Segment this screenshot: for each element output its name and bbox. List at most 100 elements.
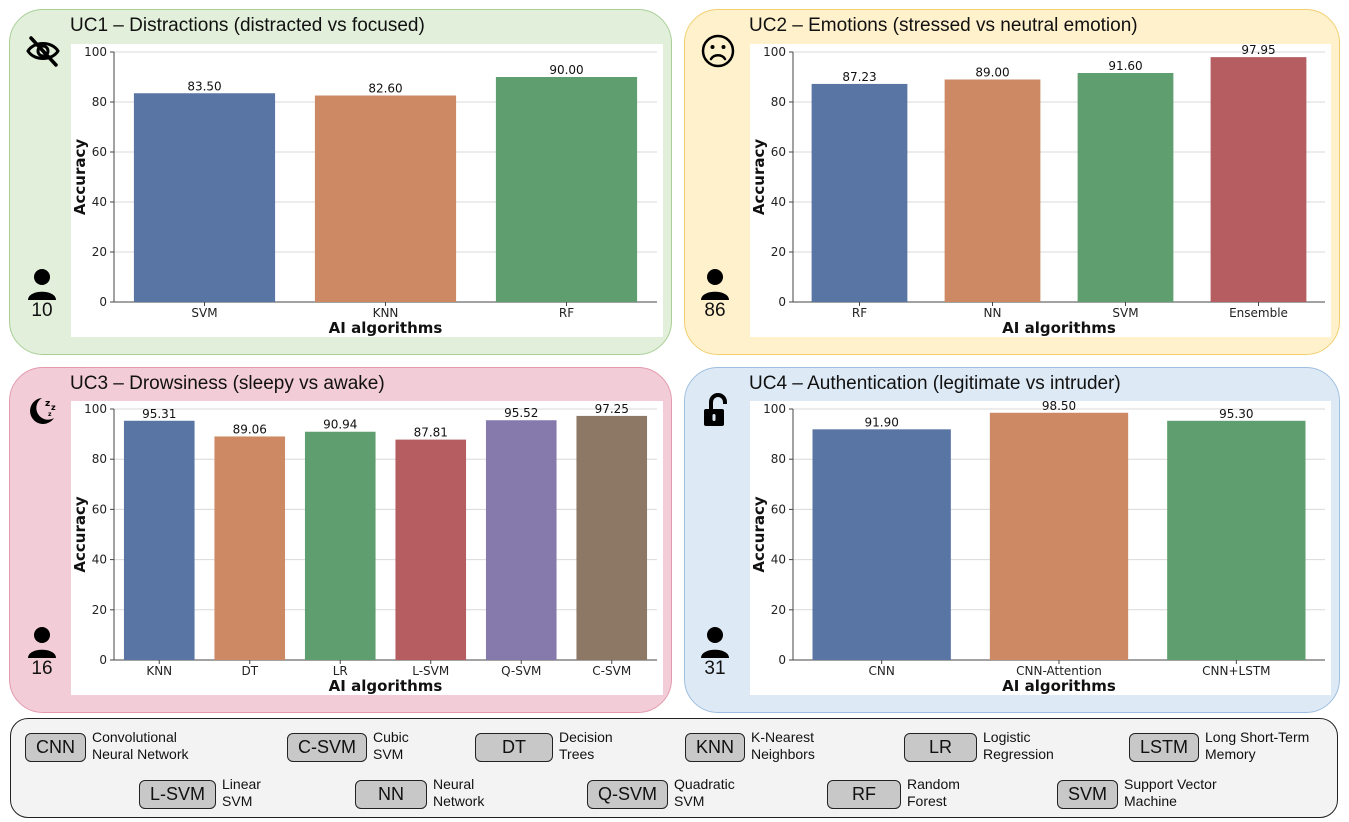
svg-text:z: z	[51, 403, 56, 412]
y-tick-label: 40	[92, 553, 107, 567]
legend-abbr: LSTM	[1129, 733, 1199, 762]
data-label: 90.00	[549, 63, 583, 77]
y-tick-label: 0	[778, 295, 786, 309]
legend-full: Neural Network	[433, 776, 503, 810]
frown-face-icon	[699, 32, 737, 74]
bar	[990, 413, 1128, 660]
x-axis-label: AI algorithms	[329, 677, 443, 695]
legend-abbr: C-SVM	[287, 733, 367, 762]
legend-item: SVM Support Vector Machine	[1057, 780, 1244, 810]
data-label: 89.06	[233, 422, 267, 436]
data-label: 97.25	[595, 402, 629, 416]
panel-title: UC3 – Drowsiness (sleepy vs awake)	[70, 373, 385, 395]
legend-full: Support Vector Machine	[1124, 776, 1244, 810]
y-tick-label: 40	[771, 553, 786, 567]
x-axis-label: AI algorithms	[1002, 319, 1116, 337]
legend-full: Logistic Regression	[983, 729, 1063, 763]
y-tick-label: 80	[771, 95, 786, 109]
x-tick-label: C-SVM	[592, 664, 631, 678]
legend-item: LR Logistic Regression	[904, 733, 1063, 763]
bar	[813, 429, 951, 660]
y-tick-label: 60	[92, 145, 107, 159]
legend-item: DT Decision Trees	[475, 733, 629, 763]
y-tick-label: 0	[778, 653, 786, 667]
data-label: 95.30	[1219, 407, 1253, 421]
legend-full: Long Short-Term Memory	[1205, 729, 1335, 763]
y-tick-label: 20	[771, 603, 786, 617]
bar	[214, 436, 285, 660]
legend-abbr: RF	[827, 780, 901, 809]
panel-uc1: UC1 – Distractions (distracted vs focuse…	[9, 9, 672, 355]
panel-uc4: UC4 – Authentication (legitimate vs intr…	[684, 367, 1340, 713]
panel-title: UC1 – Distractions (distracted vs focuse…	[70, 15, 425, 37]
bar	[1211, 57, 1307, 302]
legend-abbr: SVM	[1057, 780, 1118, 809]
bar	[315, 96, 456, 303]
legend-full: Quadratic SVM	[674, 776, 754, 810]
bar	[812, 84, 908, 302]
legend-full: Decision Trees	[559, 729, 629, 763]
x-tick-label: CNN	[868, 664, 894, 678]
y-tick-label: 40	[771, 195, 786, 209]
legend-full: Random Forest	[907, 776, 977, 810]
x-tick-label: NN	[984, 306, 1002, 320]
legend-full: Linear SVM	[222, 776, 282, 810]
y-tick-label: 20	[92, 603, 107, 617]
data-label: 87.81	[414, 426, 448, 440]
participant-count: 10	[22, 300, 62, 322]
panel-uc2: UC2 – Emotions (stressed vs neutral emot…	[684, 9, 1340, 355]
y-tick-label: 20	[92, 245, 107, 259]
y-tick-label: 60	[92, 502, 107, 516]
x-tick-label: CNN+LSTM	[1202, 664, 1270, 678]
person-icon	[699, 626, 731, 662]
data-label: 97.95	[1241, 44, 1275, 57]
legend-abbr: L-SVM	[139, 780, 216, 809]
legend-abbr: LR	[904, 733, 977, 762]
y-tick-label: 100	[84, 402, 107, 416]
panel-title: UC4 – Authentication (legitimate vs intr…	[749, 373, 1121, 395]
data-label: 90.94	[323, 418, 357, 432]
x-tick-label: L-SVM	[412, 664, 449, 678]
bar	[124, 421, 195, 660]
legend-abbr: NN	[355, 780, 427, 809]
y-axis-label: Accuracy	[750, 496, 768, 572]
legend-full: Cubic SVM	[373, 729, 433, 763]
legend-abbr: KNN	[685, 733, 745, 762]
y-tick-label: 20	[771, 245, 786, 259]
y-axis-label: Accuracy	[750, 139, 768, 215]
y-tick-label: 0	[99, 295, 107, 309]
bar	[395, 440, 466, 660]
participant-count: 86	[695, 300, 735, 322]
data-label: 98.50	[1042, 401, 1076, 413]
chart-uc1: 0 20 40 60 80 100 83.50 SVM 82.60 KNN 90.00 RF AI al…	[71, 44, 663, 337]
x-tick-label: SVM	[1112, 306, 1138, 320]
x-tick-label: Q-SVM	[501, 664, 541, 678]
bar	[134, 93, 275, 302]
participant-count: 31	[695, 658, 735, 680]
person-icon	[26, 268, 58, 304]
y-axis-label: Accuracy	[71, 139, 89, 215]
legend-abbr: Q-SVM	[587, 780, 668, 809]
legend-item: CNN Convolutional Neural Network	[25, 733, 212, 763]
legend-abbr: CNN	[25, 733, 86, 762]
bar	[305, 432, 376, 660]
x-axis-label: AI algorithms	[329, 319, 443, 337]
data-label: 83.50	[187, 79, 221, 93]
x-tick-label: RF	[559, 306, 574, 320]
bar	[1167, 421, 1305, 660]
bar	[576, 416, 647, 660]
y-tick-label: 100	[763, 45, 786, 59]
abbreviation-legend: CNN Convolutional Neural Network C-SVM C…	[10, 718, 1338, 818]
legend-full: Convolutional Neural Network	[92, 729, 212, 763]
legend-item: KNN K-Nearest Neighbors	[685, 733, 841, 763]
chart-uc3: 0 20 40 60 80 100 95.31 KNN 89.06 DT 90.94 LR 87.81 L…	[71, 401, 663, 695]
person-icon	[699, 268, 731, 304]
legend-item: C-SVM Cubic SVM	[287, 733, 433, 763]
y-tick-label: 60	[771, 502, 786, 516]
y-axis-label: Accuracy	[71, 496, 89, 572]
chart-uc2: 0 20 40 60 80 100 87.23 RF 89.00 NN 91.60 SVM 97.95 E…	[750, 44, 1331, 337]
x-tick-label: KNN	[373, 306, 399, 320]
panel-uc3: UC3 – Drowsiness (sleepy vs awake) z z z…	[9, 367, 672, 713]
y-tick-label: 100	[84, 45, 107, 59]
data-label: 89.00	[975, 66, 1009, 80]
